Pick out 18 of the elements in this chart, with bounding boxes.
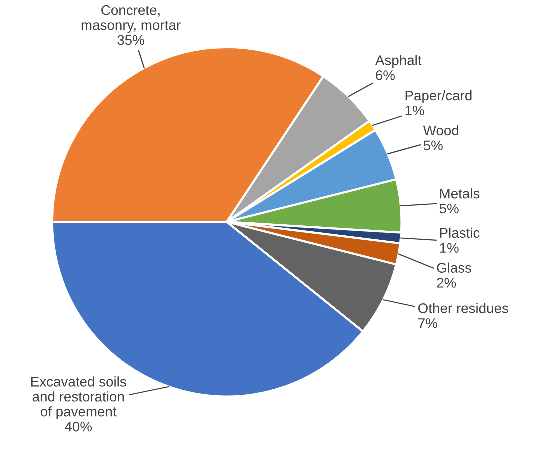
data-label: 35%	[118, 35, 144, 46]
slice-label: Glass	[437, 262, 472, 273]
slice-label: Wood	[423, 125, 458, 136]
slice-label: Plastic	[440, 228, 480, 238]
slice-label: Paper/card	[406, 90, 472, 104]
data-label: 40%	[65, 422, 92, 432]
data-label: 7%	[418, 318, 438, 328]
slice-label: Concrete, masonry, mortar	[82, 5, 181, 33]
data-label: 2%	[437, 278, 456, 288]
data-label: 1%	[406, 106, 424, 116]
data-label: 5%	[440, 204, 459, 214]
data-label: 5%	[424, 140, 443, 151]
data-label: 1%	[440, 243, 459, 253]
slice-label: Asphalt	[375, 55, 422, 68]
slice-label: Other residues	[418, 303, 508, 314]
data-label: 6%	[376, 70, 396, 80]
slice-label: Excavated soils and restoration of pavement	[31, 376, 126, 420]
slice-label: Metals	[440, 188, 480, 199]
